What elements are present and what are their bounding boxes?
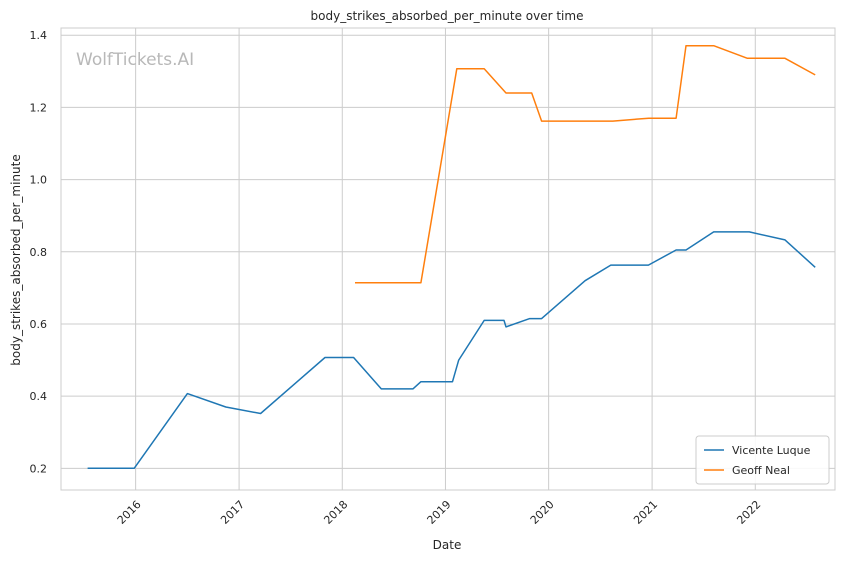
watermark-text: WolfTickets.AI bbox=[76, 50, 194, 70]
gridlines bbox=[61, 28, 835, 490]
legend-entry-label: Vicente Luque bbox=[732, 444, 811, 457]
plot-area: WolfTickets.AI bbox=[60, 27, 836, 491]
y-tick-label: 1.4 bbox=[30, 29, 48, 42]
y-tick-label: 0.8 bbox=[30, 246, 48, 259]
x-tick-label: 2020 bbox=[528, 498, 557, 527]
plot-frame bbox=[60, 27, 836, 491]
x-axis-ticks: 2016 2017 2018 2019 2020 2021 2022 bbox=[115, 498, 764, 527]
x-tick-label: 2022 bbox=[734, 498, 763, 527]
y-tick-label: 1.2 bbox=[30, 101, 48, 114]
x-tick-label: 2018 bbox=[321, 498, 350, 527]
series-line-1 bbox=[87, 231, 816, 470]
y-tick-label: 1.0 bbox=[30, 174, 48, 187]
series-line-2 bbox=[355, 44, 816, 284]
y-axis-label: body_strikes_absorbed_per_minute bbox=[9, 154, 23, 365]
plot-background bbox=[61, 28, 835, 490]
y-axis-ticks: 0.2 0.4 0.6 0.8 1.0 1.2 1.4 bbox=[30, 29, 48, 475]
x-axis-label: Date bbox=[433, 538, 462, 552]
x-tick-label: 2021 bbox=[631, 498, 660, 527]
series-layer bbox=[87, 44, 816, 470]
x-tick-label: 2017 bbox=[218, 498, 247, 527]
y-tick-label: 0.2 bbox=[30, 462, 48, 475]
chart-title: body_strikes_absorbed_per_minute over ti… bbox=[311, 9, 584, 23]
x-tick-label: 2016 bbox=[115, 498, 144, 527]
legend: Vicente Luque Geoff Neal bbox=[695, 435, 830, 485]
legend-box bbox=[695, 435, 830, 485]
legend-entry-label: Geoff Neal bbox=[732, 464, 790, 477]
y-tick-label: 0.6 bbox=[30, 318, 48, 331]
y-tick-label: 0.4 bbox=[30, 390, 48, 403]
x-tick-label: 2019 bbox=[425, 498, 454, 527]
